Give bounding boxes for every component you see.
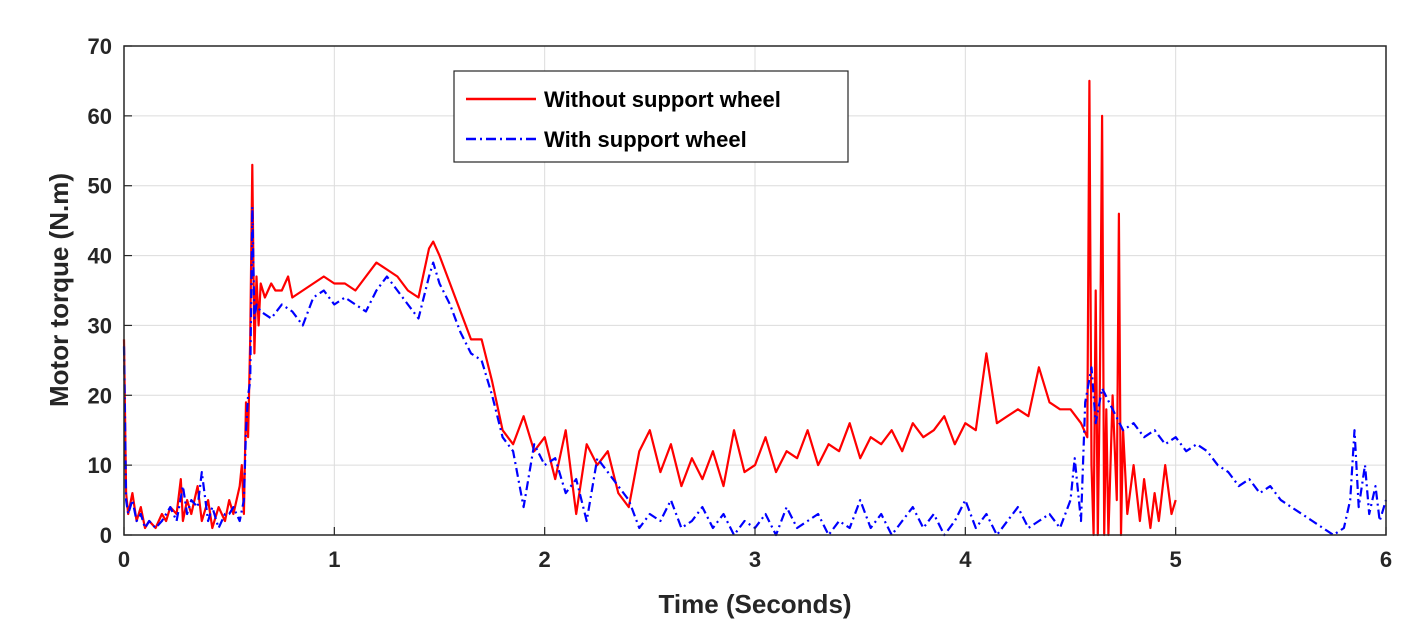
y-tick-label: 70 <box>88 34 112 59</box>
series-line-without-support-wheel <box>122 79 1177 537</box>
x-tick-label: 4 <box>959 547 972 572</box>
y-tick-label: 40 <box>88 244 112 269</box>
x-tick-label: 0 <box>118 547 130 572</box>
legend-box <box>453 70 849 163</box>
y-tick-label: 10 <box>88 453 112 478</box>
y-tick-label: 20 <box>88 383 112 408</box>
x-tick-label: 2 <box>539 547 551 572</box>
y-tick-label: 30 <box>88 313 112 338</box>
x-tick-label: 6 <box>1380 547 1392 572</box>
series-lines <box>122 79 1388 537</box>
y-tick-label: 50 <box>88 174 112 199</box>
y-tick-label: 0 <box>100 523 112 548</box>
y-tick-label: 60 <box>88 104 112 129</box>
legend-label-without-support-wheel: Without support wheel <box>544 87 781 112</box>
legend-label-with-support-wheel: With support wheel <box>544 127 747 152</box>
x-axis-label: Time (Seconds) <box>658 589 851 619</box>
y-axis-label: Motor torque (N.m) <box>44 173 74 407</box>
x-tick-label: 3 <box>749 547 761 572</box>
y-axis-ticks: 0 10 20 30 40 50 60 70 <box>88 34 132 548</box>
x-tick-label: 1 <box>328 547 340 572</box>
x-tick-label: 5 <box>1170 547 1182 572</box>
x-axis-ticks: 0 1 2 3 4 5 6 <box>118 527 1392 572</box>
legend: Without support wheel With support wheel <box>453 70 849 163</box>
